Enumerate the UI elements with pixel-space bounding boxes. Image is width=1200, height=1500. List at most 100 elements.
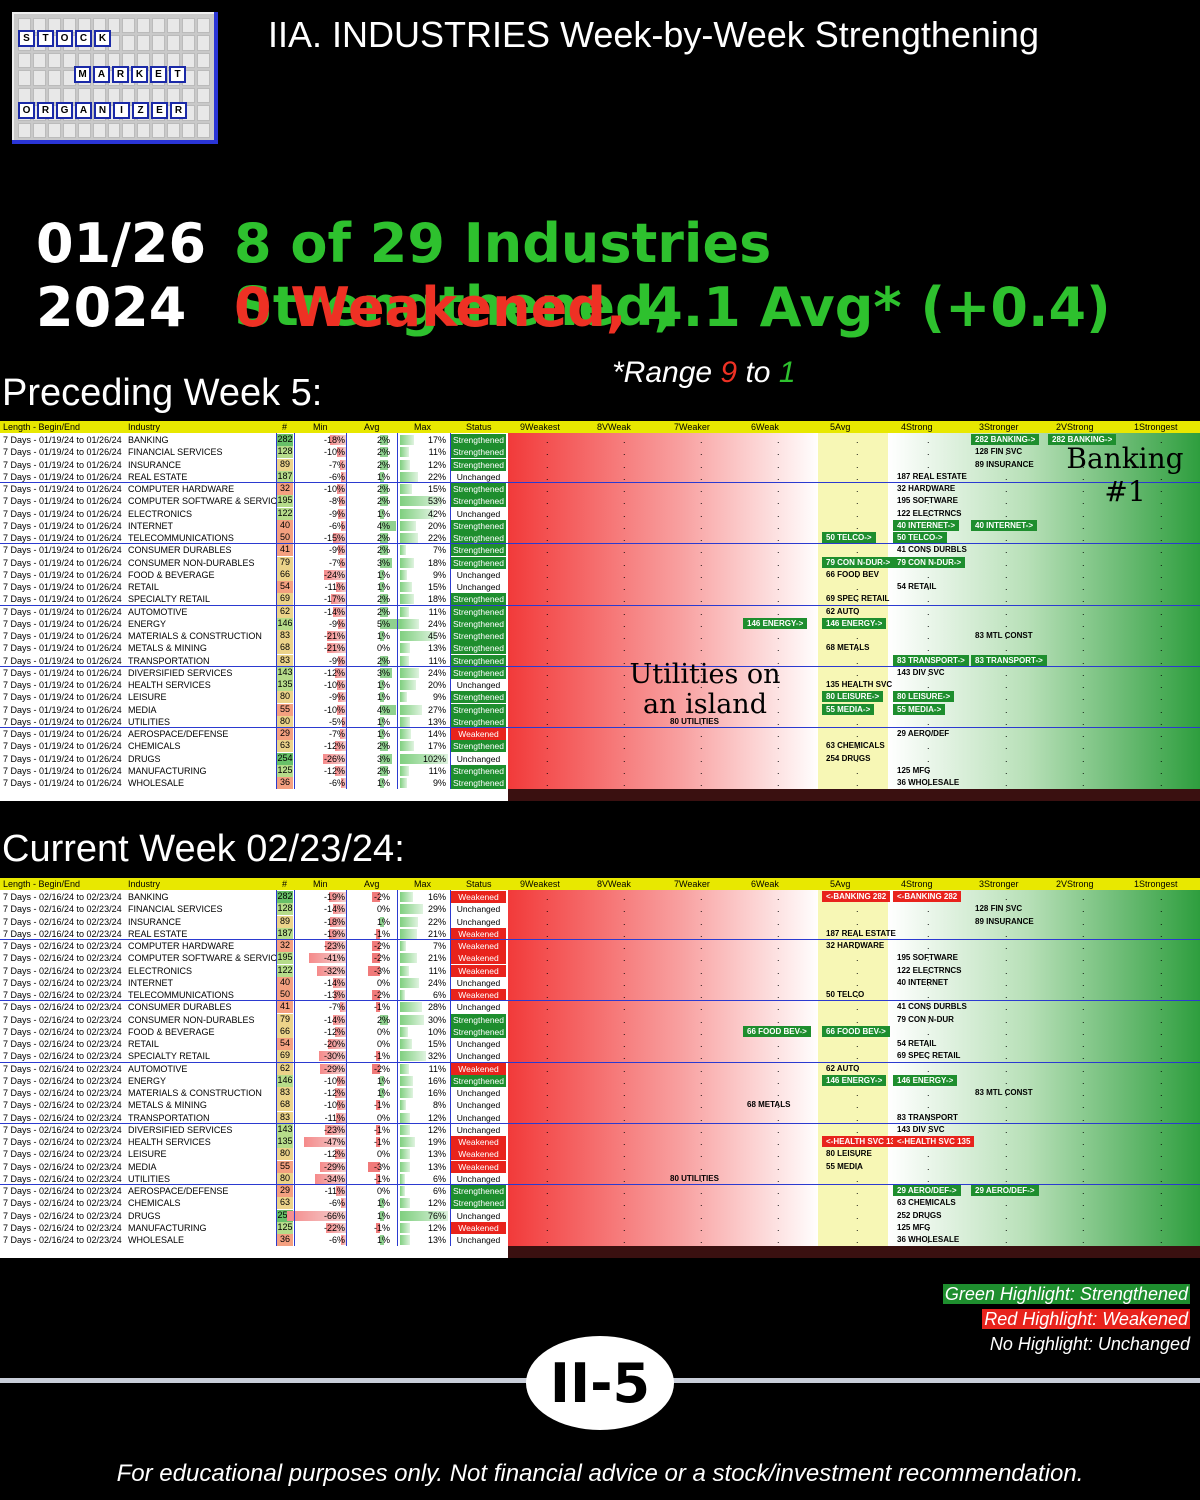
- cell-dot: .: [700, 435, 703, 445]
- cell-dot: .: [546, 1002, 549, 1013]
- rank-pill: 29 AERO/DEF->: [893, 1185, 961, 1196]
- row-max: 16%: [427, 1088, 446, 1098]
- cell-dot: .: [1005, 1235, 1008, 1245]
- cell-dot: .: [927, 569, 930, 580]
- cell-dot: .: [777, 447, 780, 458]
- cell-dot: .: [927, 753, 930, 764]
- cell-dot: .: [927, 1198, 930, 1209]
- logo-tile: [152, 87, 166, 104]
- rank-pill: 41 CONS DURBLS: [897, 1002, 967, 1012]
- logo-letter: M: [74, 66, 91, 83]
- min-bar: [337, 508, 346, 519]
- group-divider: [0, 482, 1200, 483]
- logo-tile: [167, 35, 181, 51]
- cell-dot: .: [1160, 765, 1163, 776]
- row-length: 7 Days - 02/16/24 to 02/23/24: [3, 1161, 122, 1172]
- max-bar: [400, 916, 418, 927]
- cell-dot: .: [1005, 1112, 1008, 1123]
- header-num: #: [282, 879, 288, 889]
- logo-tile: [92, 87, 106, 104]
- max-bar: [400, 965, 409, 976]
- cell-dot: .: [777, 435, 780, 445]
- cell-dot: .: [1160, 941, 1163, 951]
- row-industry: INTERNET: [128, 520, 173, 531]
- status-badge: Unchanged: [456, 977, 501, 988]
- rank-pill: 50 TELCO->: [822, 532, 876, 543]
- row-industry: MEDIA: [128, 1161, 157, 1172]
- row-length: 7 Days - 02/16/24 to 02/23/24: [3, 1137, 122, 1147]
- row-avg: 2%: [376, 533, 390, 543]
- avg-bar: [380, 496, 388, 507]
- min-bar: [322, 753, 346, 764]
- row-industry: DIVERSIFIED SERVICES: [128, 667, 233, 678]
- logo-letter: R: [170, 102, 187, 119]
- row-min: -41%: [323, 953, 345, 964]
- cell-dot: .: [777, 496, 780, 507]
- logo-tile: [152, 18, 166, 34]
- row-length: 7 Days - 01/19/24 to 01/26/24: [3, 741, 122, 752]
- min-bar: [328, 892, 346, 902]
- max-bar: [400, 508, 434, 519]
- cell-dot: .: [546, 655, 549, 666]
- cell-dot: .: [623, 435, 626, 445]
- row-count: 195: [277, 952, 293, 965]
- row-industry: DRUGS: [128, 1210, 161, 1221]
- cell-dot: .: [777, 977, 780, 988]
- row-length: 7 Days - 01/19/24 to 01/26/24: [3, 557, 122, 568]
- cell-dot: .: [1082, 1075, 1085, 1086]
- avg-bar: [380, 1075, 384, 1086]
- cell-dot: .: [700, 904, 703, 915]
- row-count: 125: [277, 764, 293, 777]
- avg-bar: [380, 459, 388, 470]
- min-bar: [336, 1112, 346, 1123]
- cell-dot: .: [1005, 680, 1008, 690]
- table-row: 7 Days - 01/19/24 to 01/26/24 CONSUMER DU…: [0, 544, 1200, 557]
- cell-dot: .: [1160, 1112, 1163, 1123]
- cell-dot: .: [927, 928, 930, 939]
- row-avg: 0%: [376, 1149, 390, 1160]
- status-badge: Strengthened: [451, 544, 506, 557]
- rank-pill: 40 INTERNET->: [971, 519, 1038, 531]
- cell-dot: .: [856, 447, 859, 458]
- row-avg: -2%: [373, 990, 390, 1000]
- min-bar: [340, 471, 346, 482]
- status-badge: Strengthened: [451, 654, 506, 667]
- cell-dot: .: [927, 484, 930, 494]
- cell-dot: .: [700, 508, 703, 519]
- group-divider: [0, 1061, 1200, 1063]
- cell-dot: .: [623, 557, 626, 568]
- row-industry: MANUFACTURING: [128, 1222, 207, 1233]
- cell-dot: .: [1160, 484, 1163, 494]
- cell-dot: .: [1082, 1014, 1085, 1025]
- status-badge: Weakened: [451, 1136, 506, 1148]
- min-bar: [337, 692, 346, 703]
- cell-dot: .: [700, 741, 703, 752]
- cell-dot: .: [777, 765, 780, 776]
- cell-dot: .: [623, 1186, 626, 1196]
- cell-dot: .: [927, 990, 930, 1000]
- avg-bar: [380, 618, 400, 629]
- cell-dot: .: [1082, 941, 1085, 951]
- logo-letter: A: [75, 102, 92, 119]
- cell-dot: .: [1160, 1222, 1163, 1233]
- rank-pill: <-BANKING 282: [893, 891, 962, 902]
- cell-dot: .: [700, 1051, 703, 1062]
- row-max: 21%: [427, 953, 446, 964]
- row-count: 40: [277, 519, 293, 532]
- cell-dot: .: [623, 643, 626, 654]
- cell-dot: .: [777, 1198, 780, 1209]
- cell-dot: .: [623, 655, 626, 666]
- cell-dot: .: [623, 1137, 626, 1147]
- logo-tile: [182, 87, 196, 104]
- cell-dot: .: [927, 594, 930, 605]
- cell-dot: .: [1005, 667, 1008, 678]
- cell-dot: .: [777, 508, 780, 519]
- group-divider: [0, 543, 1200, 545]
- rank-pill: 50 TELCO: [826, 990, 865, 999]
- row-min: -6%: [328, 1235, 345, 1245]
- cell-dot: .: [546, 1014, 549, 1025]
- cell-dot: .: [1005, 1210, 1008, 1221]
- cell-dot: .: [777, 1161, 780, 1172]
- logo-tile: [197, 122, 210, 138]
- avg-bar: [376, 1100, 380, 1111]
